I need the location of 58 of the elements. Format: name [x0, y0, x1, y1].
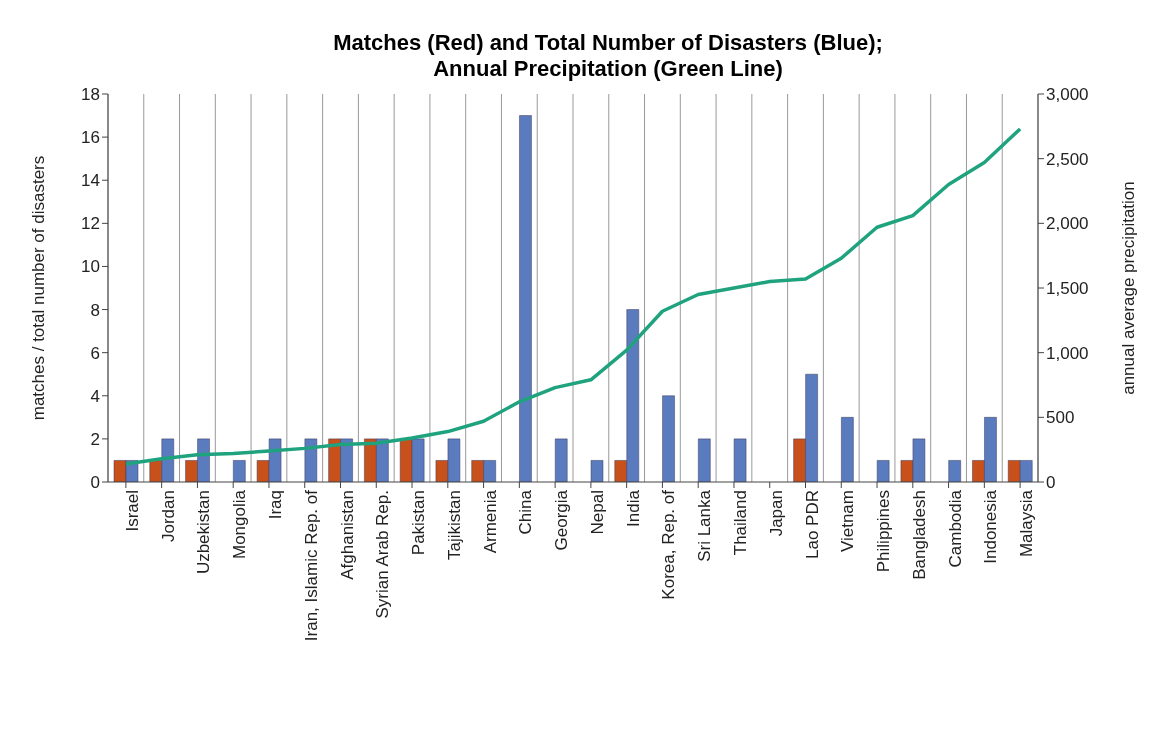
x-tick-label: Malaysia: [1017, 489, 1037, 558]
bar: [590, 460, 604, 482]
y-tick-label: 2: [90, 429, 100, 449]
y2-tick-label: 0: [1046, 473, 1056, 493]
x-tick-label: Afghanistan: [337, 490, 357, 580]
y-tick-label: 6: [90, 343, 100, 363]
x-tick-label: Syrian Arab Rep.: [373, 490, 393, 619]
y-tick-label: 14: [81, 171, 100, 191]
x-tick-label: Philippines: [874, 490, 894, 573]
y2-tick-label: 3,000: [1046, 85, 1089, 105]
bar: [554, 438, 568, 482]
x-tick-label: Japan: [766, 490, 786, 537]
y2-tick-label: 1,000: [1046, 343, 1089, 363]
x-tick-label: India: [623, 489, 643, 527]
y-axis-title: matches / total number of disasters: [29, 155, 49, 421]
x-tick-label: Pakistan: [409, 490, 429, 556]
bar: [876, 460, 890, 482]
bar: [233, 460, 246, 482]
y-tick-label: 0: [90, 473, 100, 493]
bar: [662, 395, 675, 482]
y-tick-label: 16: [81, 128, 100, 148]
x-tick-label: Israel: [122, 490, 142, 532]
bar: [304, 438, 318, 482]
bar: [519, 115, 532, 482]
x-tick-label: Lao PDR: [802, 490, 822, 559]
y2-tick-label: 2,500: [1046, 149, 1089, 169]
x-tick-label: Nepal: [587, 490, 607, 535]
y2-axis-title: annual average precipitation: [1119, 181, 1139, 395]
x-tick-label: Iraq: [266, 490, 286, 520]
y2-tick-label: 1,500: [1046, 279, 1089, 299]
x-tick-label: Tajikistan: [444, 490, 464, 560]
y-tick-label: 12: [81, 214, 100, 234]
x-tick-label: China: [516, 489, 536, 535]
x-tick-label: Mongolia: [230, 489, 250, 559]
y-tick-label: 10: [81, 257, 100, 277]
bar: [698, 438, 711, 482]
x-tick-label: Bangladesh: [909, 490, 929, 580]
x-tick-label: Cambodia: [945, 489, 965, 568]
x-tick-label: Thailand: [731, 490, 751, 556]
bar: [948, 460, 961, 482]
y-tick-label: 8: [90, 300, 100, 320]
x-tick-label: Uzbekistan: [194, 490, 214, 575]
y2-tick-label: 2,000: [1046, 214, 1089, 234]
y-tick-label: 4: [90, 386, 100, 406]
x-tick-label: Sri Lanka: [695, 489, 715, 562]
x-tick-label: Armenia: [480, 489, 500, 554]
y2-tick-label: 500: [1046, 408, 1075, 428]
y-tick-label: 18: [81, 85, 100, 105]
x-tick-label: Iran, Islamic Rep. of: [301, 489, 321, 642]
x-tick-label: Georgia: [552, 489, 572, 551]
bar: [733, 438, 747, 482]
line-series: [124, 127, 1022, 466]
x-tick-label: Korea, Rep. of: [659, 489, 679, 600]
x-tick-label: Vietnam: [838, 490, 858, 553]
x-tick-label: Jordan: [158, 490, 178, 542]
x-tick-label: Indonesia: [981, 489, 1001, 564]
bar: [841, 417, 854, 482]
chart-title: Matches (Red) and Total Number of Disasters (Blue); Annual Precipitation (Green Line): [332, 30, 884, 82]
